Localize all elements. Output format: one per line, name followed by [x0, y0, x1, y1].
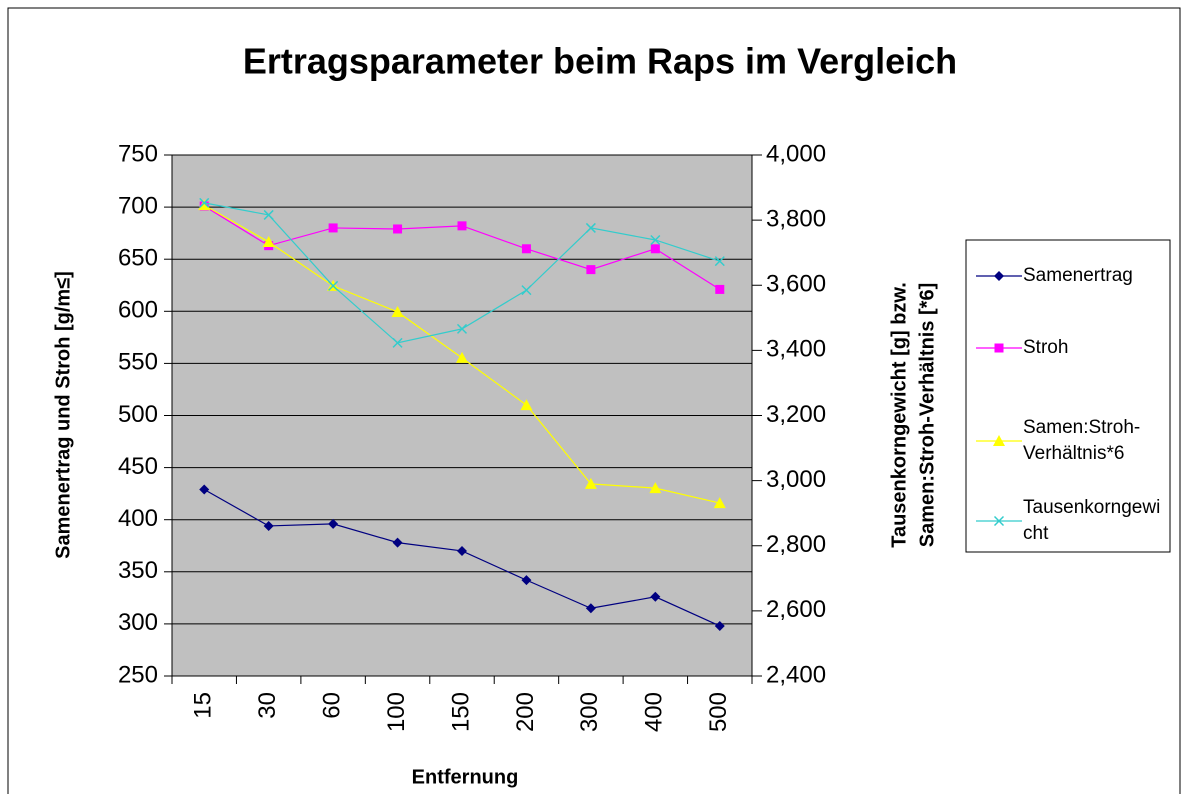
marker — [650, 591, 661, 602]
y-tick-label: 250 — [118, 661, 158, 688]
marker — [713, 497, 726, 509]
y-tick-label: 350 — [118, 557, 158, 584]
y-tick-label: 500 — [118, 401, 158, 428]
x-tick-label: 30 — [254, 692, 281, 719]
marker — [585, 222, 596, 233]
marker — [392, 537, 403, 548]
marker — [994, 343, 1004, 353]
marker — [584, 477, 597, 489]
y2-axis-title: Tausenkorngewicht [g] bzw. — [888, 282, 910, 548]
y-tick-label: 450 — [118, 453, 158, 480]
legend-label: Samenertrag — [1023, 265, 1133, 286]
x-tick-label: 150 — [447, 692, 474, 732]
y2-tick-label: 3,800 — [766, 205, 826, 232]
marker — [456, 351, 468, 363]
y-tick-label: 650 — [118, 245, 158, 272]
legend — [965, 239, 1171, 553]
y2-tick-label: 2,600 — [766, 596, 826, 623]
marker — [392, 337, 403, 348]
legend-entry: Samen:Stroh-Verhältnis*6 — [1023, 417, 1141, 464]
legend-label: Tausenkorngewicht — [1023, 497, 1161, 544]
marker — [198, 199, 211, 211]
legend-entry: Samenertrag — [1023, 265, 1133, 286]
y-tick-label: 700 — [118, 192, 158, 219]
marker — [521, 244, 531, 254]
marker — [199, 197, 210, 208]
y-tick-label: 550 — [118, 349, 158, 376]
marker — [393, 224, 403, 234]
marker — [456, 323, 468, 334]
marker — [714, 620, 725, 631]
y2-tick-label: 3,600 — [766, 271, 826, 298]
y2-axis-title: Samen:Stroh-Verhältnis [*6] — [916, 283, 938, 548]
legend-label: Stroh — [1023, 337, 1069, 358]
x-tick-label: 400 — [641, 692, 668, 732]
marker — [521, 285, 532, 296]
legend-entry: Stroh — [1023, 337, 1069, 358]
y-tick-label: 400 — [118, 505, 158, 532]
marker — [649, 482, 662, 494]
marker — [457, 545, 467, 556]
y2-tick-label: 3,400 — [766, 336, 826, 363]
x-tick-label: 100 — [383, 692, 410, 732]
x-tick-label: 500 — [705, 692, 732, 732]
marker — [328, 280, 339, 291]
y2-tick-label: 4,000 — [766, 140, 826, 167]
y-tick-label: 750 — [118, 140, 158, 167]
y-tick-label: 600 — [118, 297, 158, 324]
marker — [520, 399, 533, 411]
marker — [262, 235, 275, 247]
marker — [199, 484, 210, 495]
marker — [650, 234, 661, 246]
x-tick-label: 300 — [576, 692, 603, 732]
y2-tick-label: 2,400 — [766, 661, 826, 688]
legend-label: Samen:Stroh-Verhältnis*6 — [1023, 417, 1141, 464]
y-axis-title: Samenertrag und Stroh [g/m≤] — [52, 271, 74, 559]
y-tick-label: 300 — [118, 609, 158, 636]
marker — [457, 221, 467, 231]
marker — [994, 271, 1004, 281]
legend-entry: Tausenkorngewicht — [1023, 497, 1161, 544]
y2-tick-label: 3,000 — [766, 466, 826, 493]
y2-tick-label: 2,800 — [766, 531, 826, 558]
marker — [328, 223, 338, 233]
marker — [263, 520, 274, 531]
marker — [586, 265, 596, 275]
x-axis-title: Entfernung — [412, 766, 519, 788]
x-tick-label: 200 — [512, 692, 539, 732]
x-tick-label: 15 — [190, 692, 217, 719]
marker — [263, 209, 274, 220]
marker — [391, 305, 404, 317]
marker — [585, 603, 596, 614]
chart-title: Ertragsparameter beim Raps im Vergleich — [243, 41, 957, 82]
marker — [521, 575, 532, 586]
x-tick-label: 60 — [318, 692, 345, 719]
y2-tick-label: 3,200 — [766, 401, 826, 428]
marker — [714, 256, 725, 267]
marker — [328, 518, 339, 529]
marker — [993, 435, 1005, 446]
marker — [650, 244, 660, 254]
marker — [993, 515, 1005, 527]
marker — [715, 284, 725, 294]
